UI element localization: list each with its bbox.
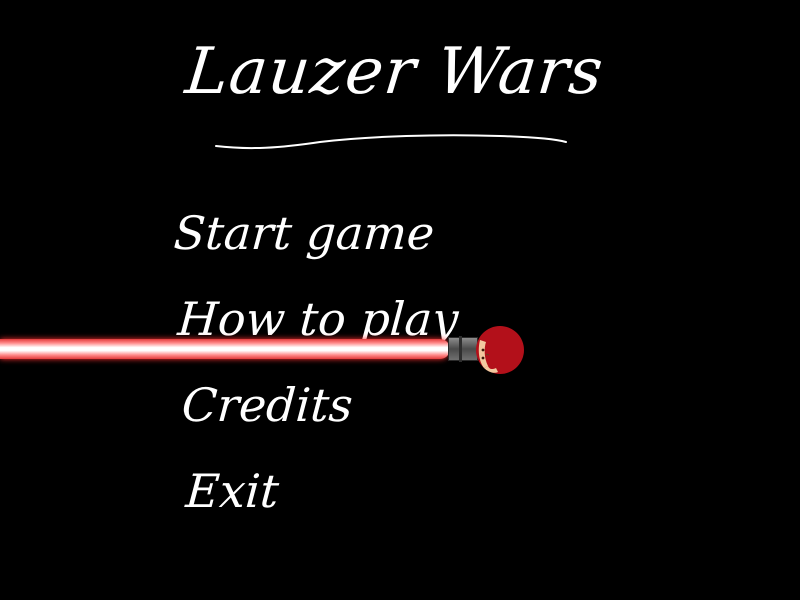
title-underline [215, 134, 567, 150]
saber-hilt [448, 336, 478, 362]
menu-item-start-game[interactable]: Start game [172, 206, 474, 260]
main-menu: Start game How to play Credits Exit [172, 206, 474, 554]
game-title-text: Lauzer Wars [182, 35, 608, 109]
menu-item-exit[interactable]: Exit [184, 464, 486, 518]
game-title: Lauzer Wars [0, 35, 790, 109]
character-head-icon [476, 326, 524, 374]
saber-blade [0, 339, 450, 359]
lightsaber-cursor-icon [0, 325, 530, 375]
menu-item-label: Credits [180, 378, 355, 432]
menu-item-label: Exit [184, 464, 281, 518]
menu-item-credits[interactable]: Credits [180, 378, 482, 432]
menu-item-label: Start game [172, 206, 437, 260]
